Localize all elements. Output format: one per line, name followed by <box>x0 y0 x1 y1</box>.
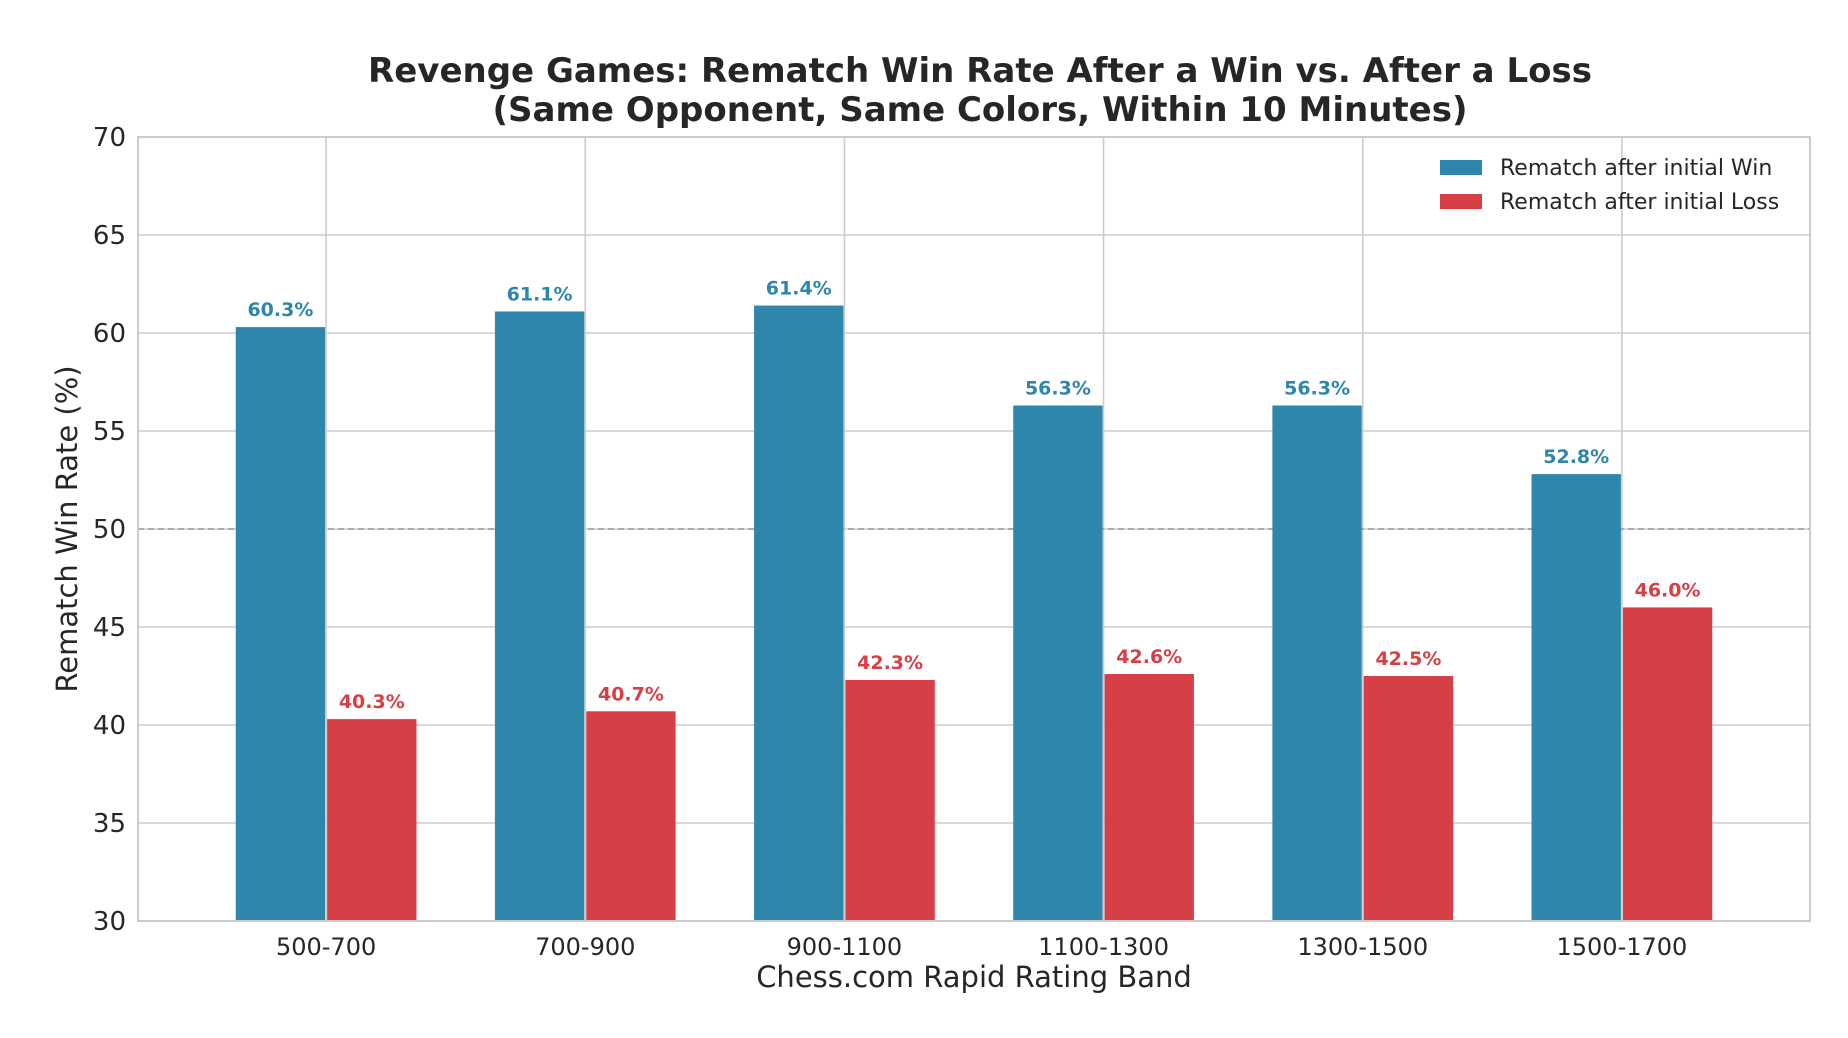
bar-after-loss <box>586 711 676 921</box>
legend-label-loss: Rematch after initial Loss <box>1500 190 1779 215</box>
bar-label-after-loss: 46.0% <box>1635 579 1701 601</box>
grid-lines <box>138 136 1810 922</box>
bar-after-win <box>235 327 326 921</box>
x-tick-label: 700-900 <box>535 933 635 961</box>
bar-label-after-win: 56.3% <box>1025 378 1091 400</box>
legend: Rematch after initial Win Rematch after i… <box>1440 156 1779 215</box>
y-tick-label: 40 <box>93 711 126 741</box>
x-axis-ticks: 500-700 700-900 900-1100 1100-1300 1300-1500… <box>276 933 1687 961</box>
x-tick-label: 900-1100 <box>787 933 903 961</box>
y-tick-label: 35 <box>93 809 126 839</box>
bar-after-win <box>1272 405 1362 921</box>
y-axis-label: Rematch Win Rate (%) <box>50 365 84 692</box>
plot-frame <box>137 136 1811 922</box>
bar-label-after-win: 60.3% <box>247 299 313 321</box>
bar-value-labels: 60.3% 40.3% 61.1% 40.7% 61.4% 42.3% 56.3% 42.6%… <box>247 278 1700 714</box>
bar-label-after-win: 56.3% <box>1284 378 1350 400</box>
bar-label-after-win: 61.1% <box>507 283 573 305</box>
legend-swatch-win <box>1440 160 1482 175</box>
y-tick-label: 65 <box>93 221 126 251</box>
y-tick-label: 60 <box>93 319 126 349</box>
y-tick-label: 55 <box>93 417 126 447</box>
x-tick-label: 1500-1700 <box>1556 933 1687 961</box>
x-tick-label: 1100-1300 <box>1038 933 1169 961</box>
legend-label-win: Rematch after initial Win <box>1500 156 1772 181</box>
x-tick-label: 1300-1500 <box>1297 933 1428 961</box>
chart-title: Revenge Games: Rematch Win Rate After a … <box>368 51 1592 91</box>
y-axis-ticks: 30 35 40 45 50 55 60 65 70 <box>93 123 126 937</box>
chart-subtitle: (Same Opponent, Same Colors, Within 10 M… <box>493 90 1468 130</box>
x-axis-label: Chess.com Rapid Rating Band <box>756 960 1192 994</box>
bar-after-win <box>754 305 844 921</box>
y-tick-label: 30 <box>93 907 126 937</box>
bar-label-after-loss: 40.7% <box>598 683 664 705</box>
bars <box>235 305 1713 921</box>
bar-label-after-loss: 42.6% <box>1116 646 1182 668</box>
y-tick-label: 50 <box>93 515 126 545</box>
x-tick-label: 500-700 <box>276 933 376 961</box>
bar-after-loss <box>327 719 417 921</box>
bar-after-loss <box>845 679 935 921</box>
y-tick-label: 45 <box>93 613 126 643</box>
bar-label-after-win: 61.4% <box>766 278 832 300</box>
bar-label-after-loss: 40.3% <box>339 691 405 713</box>
bar-label-after-loss: 42.5% <box>1375 648 1441 670</box>
bar-after-win <box>1013 405 1103 921</box>
legend-swatch-loss <box>1440 194 1482 209</box>
bar-label-after-win: 52.8% <box>1543 446 1609 468</box>
bar-after-loss <box>1622 607 1713 921</box>
bar-after-loss <box>1363 676 1454 921</box>
y-tick-label: 70 <box>93 123 126 153</box>
bar-after-win <box>1531 474 1621 921</box>
bar-label-after-loss: 42.3% <box>857 652 923 674</box>
bar-after-loss <box>1104 674 1194 921</box>
bar-after-win <box>494 311 585 921</box>
